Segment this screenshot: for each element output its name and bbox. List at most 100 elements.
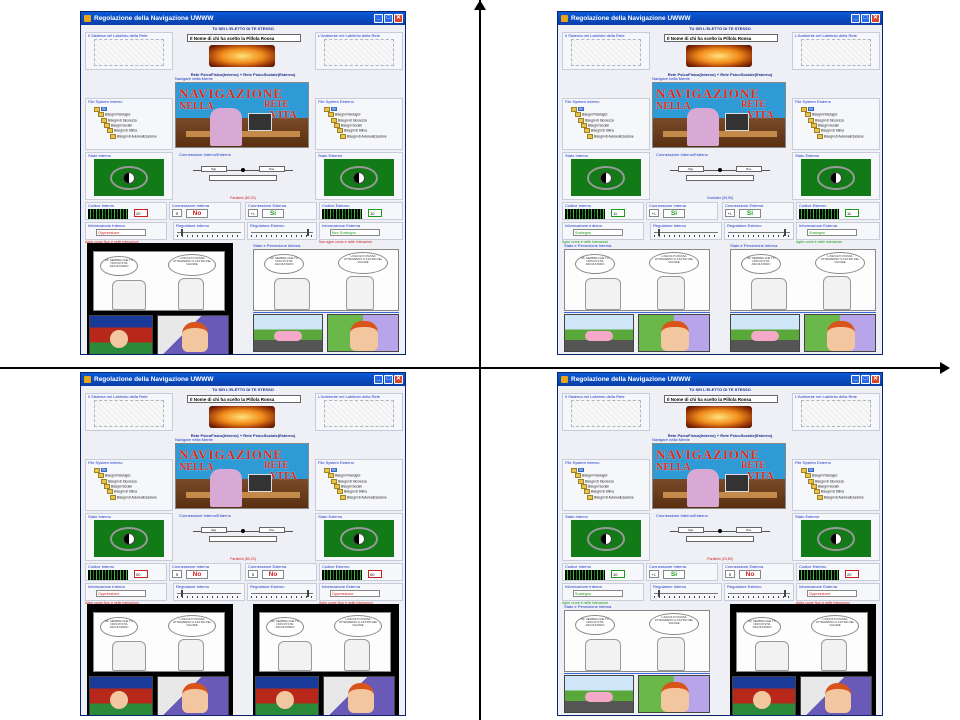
tree-item[interactable]: Bisogni Sociali: [571, 123, 634, 129]
tree-root[interactable]: Sé: [94, 107, 157, 112]
tree-item[interactable]: Bisogni Sociali: [324, 484, 387, 490]
connessione-esterna-value[interactable]: Si: [739, 209, 761, 218]
name-field[interactable]: Il Nome di chi ha scelto la Pillola Ross…: [664, 34, 778, 42]
tree-item[interactable]: Bisogni di Stima: [571, 128, 634, 134]
codice-interno-value[interactable]: 10: [611, 570, 625, 578]
tree-item[interactable]: Bisogni di Stima: [324, 128, 387, 134]
close-button[interactable]: ✕: [871, 14, 880, 23]
tree-item[interactable]: Bisogni Sociali: [94, 484, 157, 490]
tree-item[interactable]: Bisogni Sociali: [801, 123, 864, 129]
title-bar[interactable]: Regolazione della Navigazione UWWW _ □ ✕: [558, 373, 882, 386]
tree-item[interactable]: Bisogni di Autorealizzazione: [801, 133, 864, 139]
codice-esterno-value[interactable]: 00: [368, 570, 382, 578]
codice-interno-value[interactable]: 20: [134, 209, 148, 217]
name-field[interactable]: Il Nome di chi ha scelto la Pillola Ross…: [187, 395, 301, 403]
info-interna-field[interactable]: Oppressione: [96, 229, 146, 236]
tree-root[interactable]: Sé: [801, 107, 864, 112]
tree-item[interactable]: Bisogni di Sicurezza: [571, 478, 634, 484]
tree-item[interactable]: Bisogni di Autorealizzazione: [324, 133, 387, 139]
tree-item[interactable]: Bisogni Fisiologici: [801, 473, 864, 479]
slider-knob[interactable]: [784, 229, 786, 236]
tree-item[interactable]: Bisogni di Sicurezza: [801, 117, 864, 123]
tree-item[interactable]: Bisogni di Stima: [801, 128, 864, 134]
tree-item[interactable]: Bisogni Sociali: [324, 123, 387, 129]
regolatore-interno-slider[interactable]: [654, 590, 718, 597]
tree-item[interactable]: Bisogni Fisiologici: [324, 473, 387, 479]
connessione-esterna-value[interactable]: No: [262, 570, 284, 579]
tree-item[interactable]: Bisogni Fisiologici: [571, 112, 634, 118]
tree-item[interactable]: Bisogni di Stima: [94, 489, 157, 495]
name-field[interactable]: Il Nome di chi ha scelto la Pillola Ross…: [664, 395, 778, 403]
connessione-esterna-sign[interactable]: S: [248, 570, 258, 578]
connessione-interna-value[interactable]: Si: [663, 209, 685, 218]
tree-root[interactable]: Sé: [571, 468, 634, 473]
connessione-interna-sign[interactable]: S: [172, 570, 182, 578]
tree-item[interactable]: Bisogni Fisiologici: [801, 112, 864, 118]
minimize-button[interactable]: _: [851, 375, 860, 384]
connessione-esterna-sign[interactable]: +/-: [725, 209, 735, 217]
tree-item[interactable]: Bisogni Sociali: [94, 123, 157, 129]
tree-item[interactable]: Bisogni di Sicurezza: [571, 117, 634, 123]
tree-item[interactable]: Bisogni Sociali: [571, 484, 634, 490]
maximize-button[interactable]: □: [861, 375, 870, 384]
tree-item[interactable]: Bisogni Fisiologici: [94, 112, 157, 118]
tree-item[interactable]: Bisogni di Autorealizzazione: [94, 133, 157, 139]
connessione-interna-sign[interactable]: S: [172, 209, 182, 217]
codice-esterno-value[interactable]: 10: [368, 209, 382, 217]
tree-root[interactable]: Sé: [801, 468, 864, 473]
connessione-esterna-sign[interactable]: S: [725, 570, 735, 578]
tree-item[interactable]: Bisogni di Stima: [324, 489, 387, 495]
slider-knob[interactable]: [658, 590, 660, 597]
regolatore-interno-slider[interactable]: [654, 229, 718, 236]
tree-item[interactable]: Bisogni Sociali: [801, 484, 864, 490]
tree-item[interactable]: Bisogni di Sicurezza: [94, 478, 157, 484]
tree-item[interactable]: Bisogni di Autorealizzazione: [571, 133, 634, 139]
name-field[interactable]: Il Nome di chi ha scelto la Pillola Ross…: [187, 34, 301, 42]
slider-knob[interactable]: [307, 229, 309, 236]
connessione-interna-value[interactable]: Si: [663, 570, 685, 579]
slider-knob[interactable]: [181, 229, 183, 236]
regolatore-interno-slider[interactable]: [177, 590, 241, 597]
title-bar[interactable]: Regolazione della Navigazione UWWW _ □ ✕: [81, 12, 405, 25]
close-button[interactable]: ✕: [394, 375, 403, 384]
close-button[interactable]: ✕: [871, 375, 880, 384]
tree-item[interactable]: Bisogni di Autorealizzazione: [801, 494, 864, 500]
slider-knob[interactable]: [307, 590, 309, 597]
info-interna-field[interactable]: Sostegno: [573, 229, 623, 236]
tree-item[interactable]: Bisogni di Autorealizzazione: [94, 494, 157, 500]
tree-root[interactable]: Sé: [94, 468, 157, 473]
connessione-esterna-value[interactable]: Si: [262, 209, 284, 218]
regolatore-esterno-slider[interactable]: [251, 590, 313, 597]
tree-item[interactable]: Bisogni di Sicurezza: [324, 117, 387, 123]
regolatore-esterno-slider[interactable]: [728, 229, 790, 236]
regolatore-interno-slider[interactable]: [177, 229, 241, 236]
slider-knob[interactable]: [784, 590, 786, 597]
tree-item[interactable]: Bisogni di Autorealizzazione: [571, 494, 634, 500]
info-esterna-field[interactable]: Ben Sostegno: [330, 229, 380, 236]
title-bar[interactable]: Regolazione della Navigazione UWWW _ □ ✕: [558, 12, 882, 25]
minimize-button[interactable]: _: [851, 14, 860, 23]
connessione-esterna-value[interactable]: No: [739, 570, 761, 579]
connessione-interna-value[interactable]: No: [186, 209, 208, 218]
tree-item[interactable]: Bisogni di Sicurezza: [94, 117, 157, 123]
tree-root[interactable]: Sé: [324, 107, 387, 112]
regolatore-esterno-slider[interactable]: [728, 590, 790, 597]
tree-item[interactable]: Bisogni Fisiologici: [324, 112, 387, 118]
info-esterna-field[interactable]: Oppressione: [330, 590, 380, 597]
regolatore-esterno-slider[interactable]: [251, 229, 313, 236]
connessione-esterna-sign[interactable]: +/-: [248, 209, 258, 217]
slider-knob[interactable]: [181, 590, 183, 597]
codice-esterno-value[interactable]: 11: [845, 209, 859, 217]
close-button[interactable]: ✕: [394, 14, 403, 23]
maximize-button[interactable]: □: [384, 14, 393, 23]
maximize-button[interactable]: □: [861, 14, 870, 23]
tree-item[interactable]: Bisogni di Sicurezza: [324, 478, 387, 484]
tree-item[interactable]: Bisogni di Stima: [801, 489, 864, 495]
maximize-button[interactable]: □: [384, 375, 393, 384]
tree-root[interactable]: Sé: [324, 468, 387, 473]
tree-item[interactable]: Bisogni di Stima: [94, 128, 157, 134]
minimize-button[interactable]: _: [374, 375, 383, 384]
connessione-interna-value[interactable]: No: [186, 570, 208, 579]
connessione-interna-sign[interactable]: +/-: [649, 570, 659, 578]
codice-interno-value[interactable]: 00: [134, 570, 148, 578]
